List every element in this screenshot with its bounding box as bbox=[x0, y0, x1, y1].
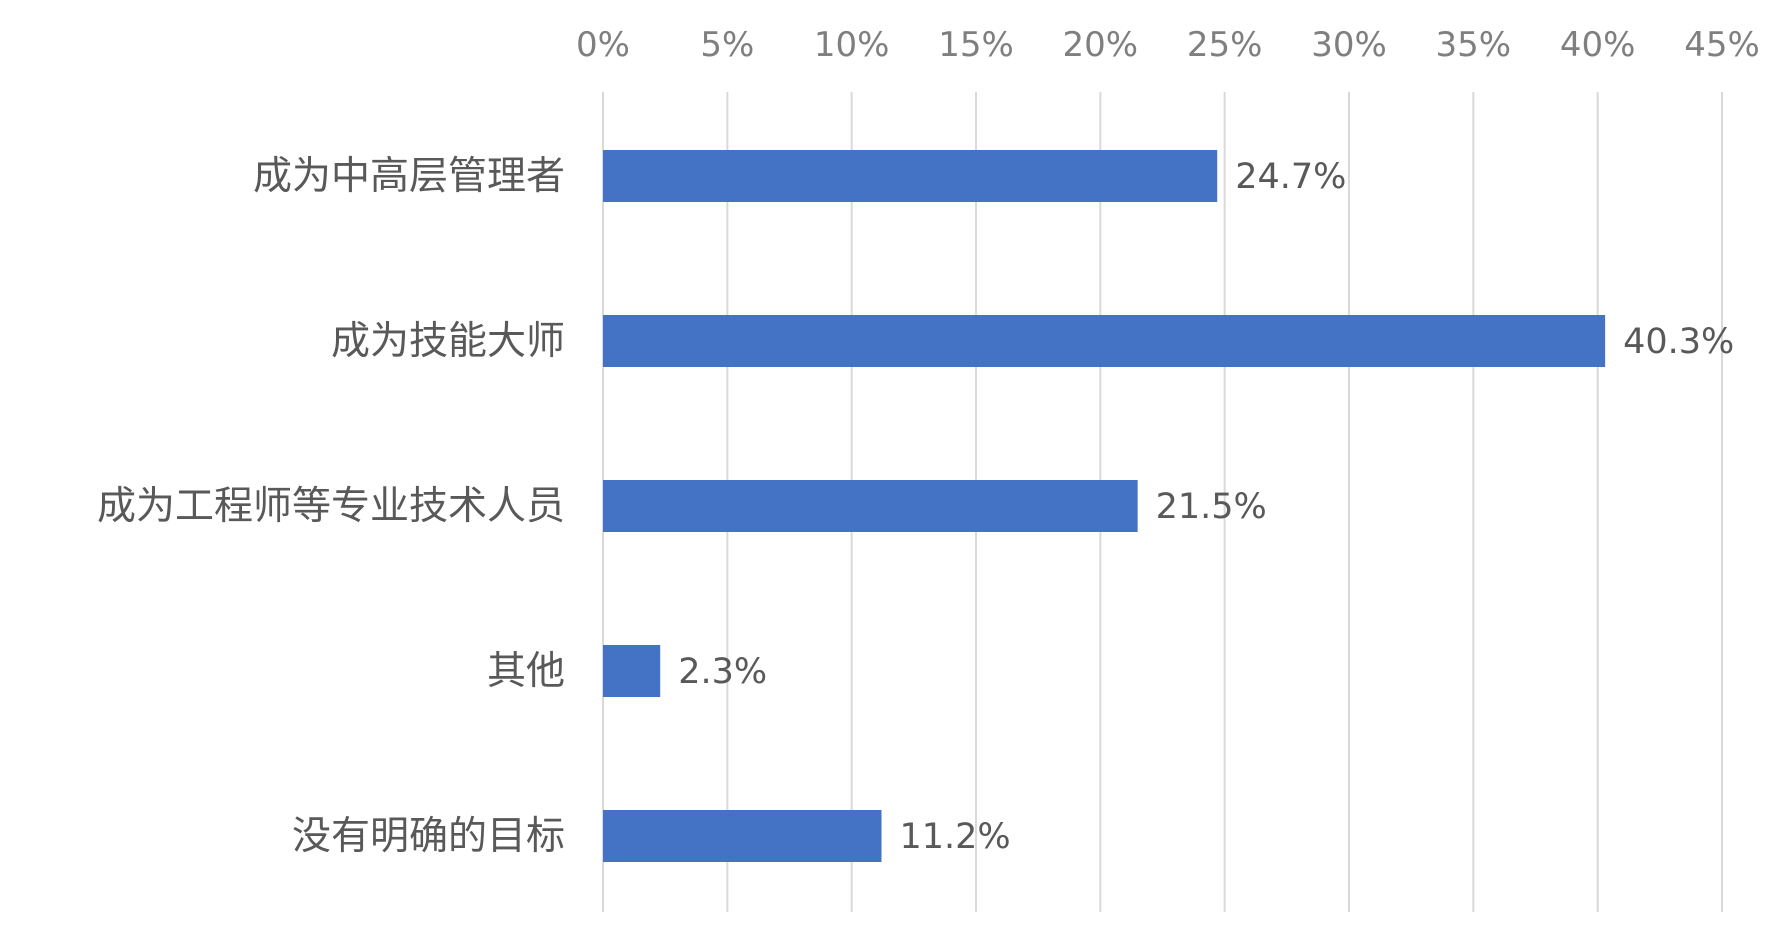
category-label: 成为技能大师 bbox=[331, 319, 565, 364]
bar bbox=[603, 480, 1138, 532]
data-labels: 24.7% 40.3% 21.5% 2.3% 11.2% bbox=[678, 157, 1734, 857]
data-label: 2.3% bbox=[678, 652, 767, 692]
x-tick-label: 15% bbox=[938, 25, 1014, 65]
bar bbox=[603, 150, 1218, 202]
category-label: 没有明确的目标 bbox=[292, 814, 565, 859]
data-label: 40.3% bbox=[1623, 322, 1734, 362]
bar bbox=[603, 645, 661, 697]
data-label: 21.5% bbox=[1156, 487, 1267, 527]
x-tick-label: 0% bbox=[576, 25, 630, 65]
x-tick-label: 30% bbox=[1311, 25, 1387, 65]
bar bbox=[603, 315, 1606, 367]
x-tick-label: 35% bbox=[1436, 25, 1512, 65]
x-tick-label: 25% bbox=[1187, 25, 1263, 65]
x-tick-label: 10% bbox=[814, 25, 890, 65]
x-axis-ticks: 0% 5% 10% 15% 20% 25% 30% 35% 40% 45% bbox=[576, 25, 1760, 65]
category-label: 成为中高层管理者 bbox=[253, 154, 565, 199]
data-label: 11.2% bbox=[900, 817, 1011, 857]
x-tick-label: 45% bbox=[1684, 25, 1760, 65]
x-tick-label: 20% bbox=[1063, 25, 1139, 65]
category-label: 成为工程师等专业技术人员 bbox=[97, 484, 565, 529]
x-tick-label: 5% bbox=[700, 25, 754, 65]
category-label: 其他 bbox=[487, 649, 565, 694]
data-label: 24.7% bbox=[1235, 157, 1346, 197]
bars bbox=[603, 150, 1606, 862]
bar bbox=[603, 810, 882, 862]
x-tick-label: 40% bbox=[1560, 25, 1636, 65]
